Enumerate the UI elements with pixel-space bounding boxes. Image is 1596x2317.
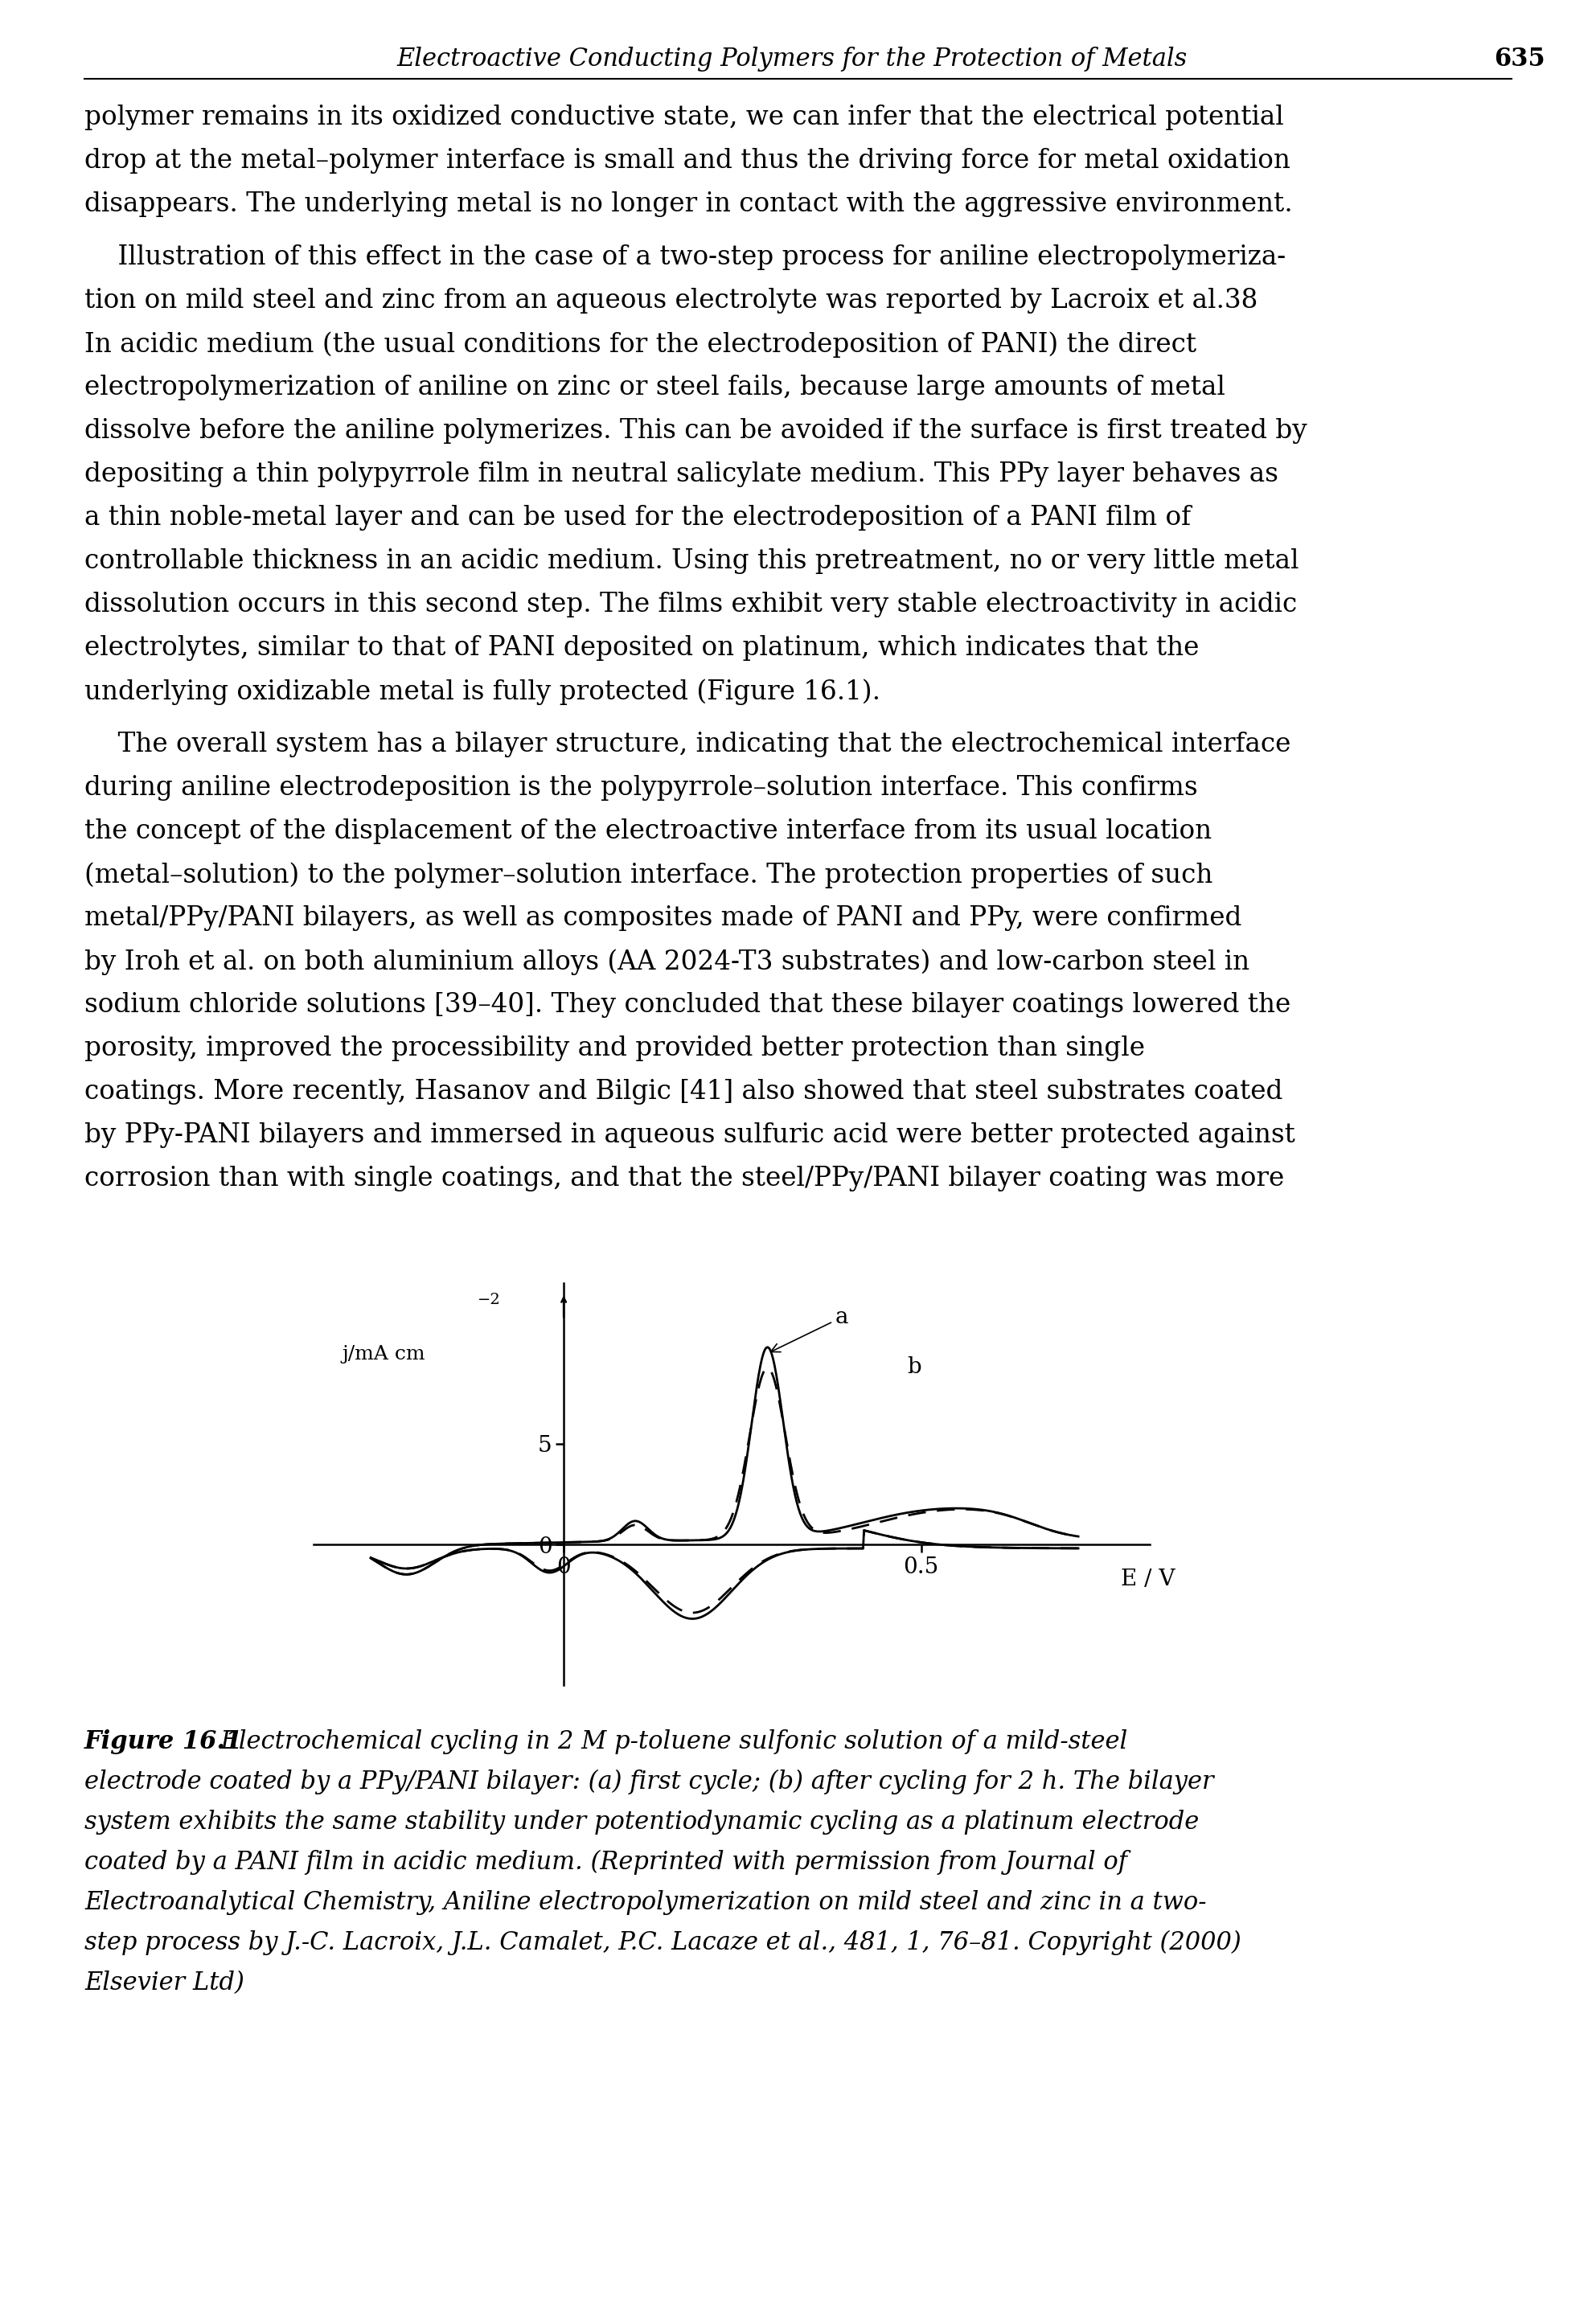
Text: (metal–solution) to the polymer–solution interface. The protection properties of: (metal–solution) to the polymer–solution…	[85, 862, 1213, 887]
Text: 635: 635	[1494, 46, 1545, 72]
Text: sodium chloride solutions [39–40]. They concluded that these bilayer coatings lo: sodium chloride solutions [39–40]. They …	[85, 992, 1291, 1017]
Text: electropolymerization of aniline on zinc or steel fails, because large amounts o: electropolymerization of aniline on zinc…	[85, 375, 1226, 401]
Text: electrode coated by a PPy/PANI bilayer: (a) first cycle; (b) after cycling for 2: electrode coated by a PPy/PANI bilayer: …	[85, 1770, 1215, 1796]
Text: disappears. The underlying metal is no longer in contact with the aggressive env: disappears. The underlying metal is no l…	[85, 192, 1293, 218]
Text: Figure 16.1: Figure 16.1	[85, 1728, 243, 1754]
Text: electrolytes, similar to that of PANI deposited on platinum, which indicates tha: electrolytes, similar to that of PANI de…	[85, 635, 1199, 660]
Text: porosity, improved the processibility and provided better protection than single: porosity, improved the processibility an…	[85, 1036, 1144, 1061]
Text: Electrochemical cycling in 2 M p-toluene sulfonic solution of a mild-steel: Electrochemical cycling in 2 M p-toluene…	[204, 1728, 1127, 1754]
Text: −2: −2	[477, 1293, 501, 1307]
Text: dissolution occurs in this second step. The films exhibit very stable electroact: dissolution occurs in this second step. …	[85, 591, 1298, 616]
Text: controllable thickness in an acidic medium. Using this pretreatment, no or very : controllable thickness in an acidic medi…	[85, 549, 1299, 575]
Text: b: b	[907, 1358, 921, 1379]
Text: dissolve before the aniline polymerizes. This can be avoided if the surface is f: dissolve before the aniline polymerizes.…	[85, 417, 1307, 445]
Text: coated by a PANI film in acidic medium. (Reprinted with permission from Journal : coated by a PANI film in acidic medium. …	[85, 1849, 1127, 1874]
Text: the concept of the displacement of the electroactive interface from its usual lo: the concept of the displacement of the e…	[85, 818, 1211, 843]
Text: a: a	[771, 1307, 849, 1351]
Text: by PPy-PANI bilayers and immersed in aqueous sulfuric acid were better protected: by PPy-PANI bilayers and immersed in aqu…	[85, 1121, 1296, 1147]
Text: system exhibits the same stability under potentiodynamic cycling as a platinum e: system exhibits the same stability under…	[85, 1810, 1199, 1835]
Text: tion on mild steel and zinc from an aqueous electrolyte was reported by Lacroix : tion on mild steel and zinc from an aque…	[85, 287, 1258, 313]
Text: j/mA cm: j/mA cm	[342, 1344, 426, 1362]
Text: coatings. More recently, Hasanov and Bilgic [41] also showed that steel substrat: coatings. More recently, Hasanov and Bil…	[85, 1080, 1283, 1105]
Text: underlying oxidizable metal is fully protected (Figure 16.1).: underlying oxidizable metal is fully pro…	[85, 679, 881, 704]
Text: Illustration of this effect in the case of a two-step process for aniline electr: Illustration of this effect in the case …	[85, 243, 1286, 271]
Text: by Iroh et al. on both aluminium alloys (AA 2024-T3 substrates) and low-carbon s: by Iroh et al. on both aluminium alloys …	[85, 948, 1250, 975]
Text: Electroactive Conducting Polymers for the Protection of Metals: Electroactive Conducting Polymers for th…	[397, 46, 1187, 72]
Text: Electroanalytical Chemistry, Aniline electropolymerization on mild steel and zin: Electroanalytical Chemistry, Aniline ele…	[85, 1891, 1207, 1916]
Text: corrosion than with single coatings, and that the steel/PPy/PANI bilayer coating: corrosion than with single coatings, and…	[85, 1165, 1285, 1191]
Text: metal/PPy/PANI bilayers, as well as composites made of PANI and PPy, were confir: metal/PPy/PANI bilayers, as well as comp…	[85, 906, 1242, 931]
Text: depositing a thin polypyrrole film in neutral salicylate medium. This PPy layer : depositing a thin polypyrrole film in ne…	[85, 461, 1278, 487]
Text: a thin noble-metal layer and can be used for the electrodeposition of a PANI fil: a thin noble-metal layer and can be used…	[85, 505, 1191, 531]
Text: Elsevier Ltd): Elsevier Ltd)	[85, 1969, 244, 1995]
Text: In acidic medium (the usual conditions for the electrodeposition of PANI) the di: In acidic medium (the usual conditions f…	[85, 331, 1197, 357]
Text: polymer remains in its oxidized conductive state, we can infer that the electric: polymer remains in its oxidized conducti…	[85, 104, 1283, 130]
Text: step process by J.-C. Lacroix, J.L. Camalet, P.C. Lacaze et al., 481, 1, 76–81. : step process by J.-C. Lacroix, J.L. Cama…	[85, 1930, 1242, 1956]
Text: drop at the metal–polymer interface is small and thus the driving force for meta: drop at the metal–polymer interface is s…	[85, 148, 1291, 174]
Text: The overall system has a bilayer structure, indicating that the electrochemical : The overall system has a bilayer structu…	[85, 732, 1291, 758]
Text: E / V: E / V	[1120, 1569, 1175, 1589]
Text: during aniline electrodeposition is the polypyrrole–solution interface. This con: during aniline electrodeposition is the …	[85, 774, 1197, 802]
